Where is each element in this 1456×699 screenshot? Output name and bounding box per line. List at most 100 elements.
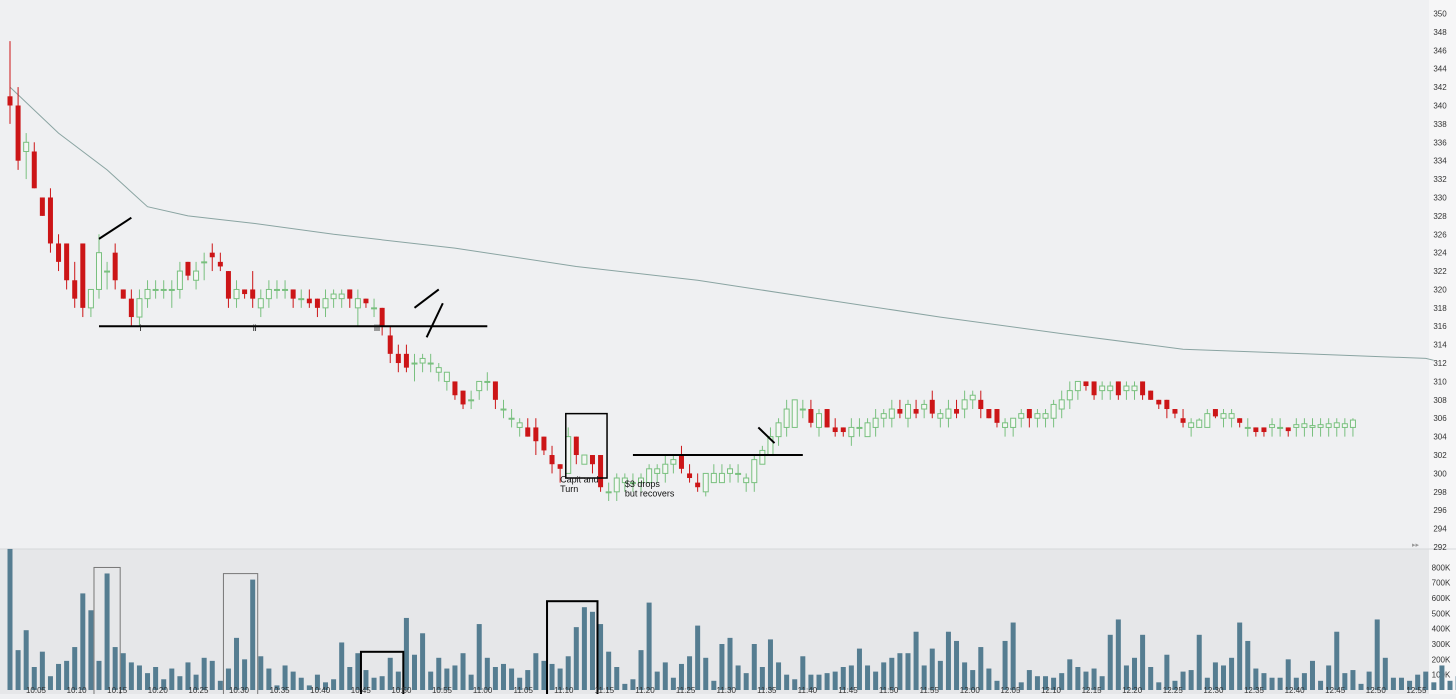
time-tick-label: 11:05 xyxy=(513,686,533,694)
volume-bar xyxy=(1270,678,1275,690)
candle-body xyxy=(1003,423,1008,428)
candle-body xyxy=(1197,420,1202,427)
candle-body xyxy=(582,455,587,464)
volume-bar xyxy=(105,573,110,690)
volume-bar xyxy=(954,641,959,690)
price-tick-label: 344 xyxy=(1433,65,1447,74)
volume-bar xyxy=(1375,619,1380,690)
candle-body xyxy=(922,404,927,409)
volume-bar xyxy=(736,665,741,690)
candle-body xyxy=(930,400,935,414)
axis-expand-marker[interactable]: ▸▸ xyxy=(1412,542,1420,549)
candle-body xyxy=(817,414,822,428)
candle-body xyxy=(679,455,684,469)
candle-body xyxy=(452,381,457,395)
volume-bar xyxy=(299,678,304,690)
candle-body xyxy=(307,299,312,304)
price-tick-label: 310 xyxy=(1433,377,1447,386)
candle-body xyxy=(347,289,352,298)
candle-body xyxy=(250,289,255,298)
candle-body xyxy=(1213,409,1218,416)
volume-bar xyxy=(113,647,118,690)
candle-body xyxy=(1124,386,1129,391)
candle-body xyxy=(40,197,45,215)
volume-bar xyxy=(404,618,409,690)
time-tick-label: 11:40 xyxy=(798,686,818,694)
candle-body xyxy=(986,409,991,418)
candle-body xyxy=(153,289,158,290)
annotation-label: Turn xyxy=(560,484,578,494)
candle xyxy=(582,455,587,464)
candle-body xyxy=(970,395,975,400)
candle-body xyxy=(1172,409,1177,414)
volume-bar xyxy=(210,661,215,690)
volume-bar xyxy=(1237,623,1242,690)
candle-body xyxy=(1294,425,1299,428)
volume-bar xyxy=(372,678,377,690)
price-tick-label: 304 xyxy=(1433,433,1447,442)
volume-tick-label: 800K xyxy=(1432,563,1451,572)
volume-bar xyxy=(412,655,417,690)
candle-body xyxy=(404,354,409,368)
candle-body xyxy=(1132,386,1137,391)
volume-bar xyxy=(8,549,13,690)
volume-bar xyxy=(1334,632,1339,690)
price-tick-label: 306 xyxy=(1433,414,1447,423)
candle-body xyxy=(501,409,506,410)
volume-bar xyxy=(1229,658,1234,690)
candle-body xyxy=(218,262,223,267)
candle-body xyxy=(202,262,207,263)
time-tick-label: 10:15 xyxy=(107,686,128,694)
candle-body xyxy=(315,299,320,308)
time-tick-label: 11:00 xyxy=(473,686,493,694)
candle-body xyxy=(420,358,425,363)
volume-bar xyxy=(169,669,174,690)
volume-bar xyxy=(48,676,53,690)
candle-body xyxy=(444,372,449,381)
volume-bar xyxy=(137,665,142,690)
candle-body xyxy=(113,253,118,281)
volume-bar xyxy=(1035,676,1040,690)
volume-bar xyxy=(857,649,862,690)
time-tick-label: 11:45 xyxy=(838,686,858,694)
time-tick-label: 12:55 xyxy=(1406,686,1427,694)
candle-body xyxy=(339,294,344,299)
candle-body xyxy=(736,473,741,474)
volume-bar xyxy=(1197,635,1202,690)
volume-bar xyxy=(1148,667,1153,690)
candle xyxy=(825,409,830,427)
volume-bar xyxy=(258,656,263,690)
time-tick-label: 12:00 xyxy=(960,686,981,694)
candle-body xyxy=(841,427,846,432)
volume-bar xyxy=(752,644,757,690)
candle xyxy=(1148,391,1153,400)
volume-bar xyxy=(291,672,296,690)
candle xyxy=(80,243,85,317)
candle-body xyxy=(210,253,215,258)
candle-body xyxy=(105,271,110,272)
candle-body xyxy=(469,400,474,401)
time-tick-label: 10:50 xyxy=(391,686,412,694)
price-tick-label: 340 xyxy=(1433,101,1447,110)
candle-body xyxy=(849,427,854,436)
volume-tick-label: 500K xyxy=(1432,609,1451,618)
price-tick-label: 324 xyxy=(1433,249,1447,258)
candle-body xyxy=(1278,427,1283,428)
candle-body xyxy=(946,409,951,418)
candle xyxy=(121,289,126,298)
candle-body xyxy=(80,243,85,307)
candle-body xyxy=(72,280,77,298)
candle-body xyxy=(258,299,263,308)
candle-body xyxy=(1140,381,1145,395)
volume-bar xyxy=(994,681,999,690)
candle-body xyxy=(703,473,708,491)
volume-bar xyxy=(703,658,708,690)
candle-body xyxy=(485,381,490,382)
volume-bar xyxy=(897,653,902,690)
volume-bar xyxy=(1164,655,1169,690)
annotation-label: i xyxy=(139,323,141,333)
volume-bar xyxy=(566,656,571,690)
price-tick-label: 330 xyxy=(1433,193,1447,202)
price-tick-label: 326 xyxy=(1433,230,1447,239)
candle-body xyxy=(372,308,377,309)
